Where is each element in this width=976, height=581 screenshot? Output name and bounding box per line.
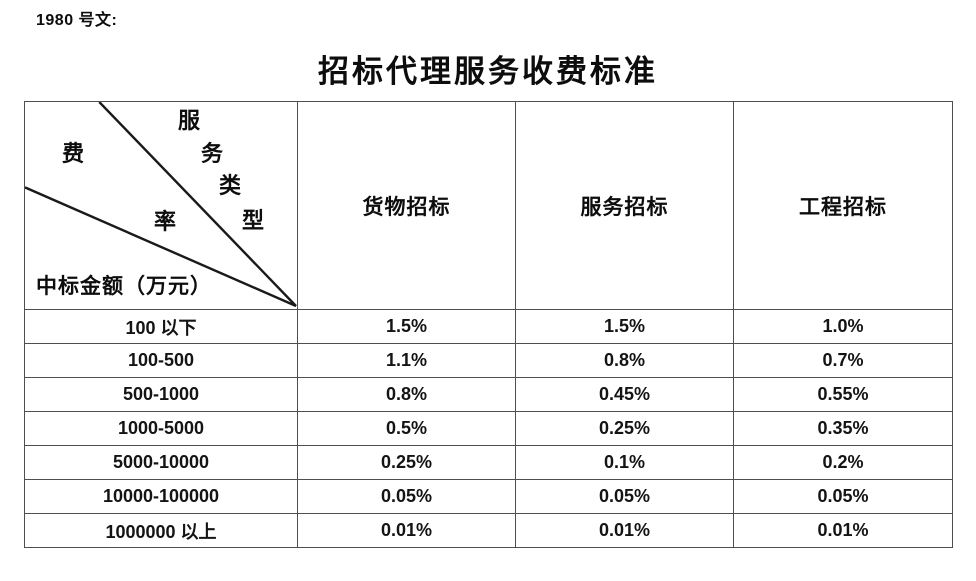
rate-cell: 0.01% [515,513,734,548]
corner-label-fee-char: 费 [62,141,85,166]
row-label-cell: 100 以下 [24,309,298,344]
table-row: 100 以下 1.5% 1.5% 1.0% [24,309,953,344]
row-label-cell: 100-500 [24,343,298,378]
table-row: 10000-100000 0.05% 0.05% 0.05% [24,479,953,514]
table-header-row: 服 务 类 型 费 率 中标金额（万元） 货物招标 服务招标 工程招标 [24,101,953,310]
document-ref-label: 1980 号文: [36,12,118,29]
table-row: 1000-5000 0.5% 0.25% 0.35% [24,411,953,446]
rate-cell: 1.5% [515,309,734,344]
fee-standard-table: 服 务 类 型 费 率 中标金额（万元） 货物招标 服务招标 工程招标 100 … [24,101,953,548]
column-header-goods-bidding: 货物招标 [297,101,516,310]
page-title: 招标代理服务收费标准 [318,54,658,89]
rate-cell: 0.45% [515,377,734,412]
table-row: 5000-10000 0.25% 0.1% 0.2% [24,445,953,480]
rate-cell: 0.05% [733,479,953,514]
rate-cell: 0.55% [733,377,953,412]
rate-cell: 0.25% [297,445,516,480]
row-label-cell: 5000-10000 [24,445,298,480]
rate-cell: 0.5% [297,411,516,446]
rate-cell: 0.8% [515,343,734,378]
rate-cell: 1.0% [733,309,953,344]
rate-cell: 1.5% [297,309,516,344]
row-label-cell: 10000-100000 [24,479,298,514]
corner-label-rate-char: 率 [154,209,177,234]
column-header-service-bidding: 服务招标 [515,101,734,310]
rate-cell: 0.7% [733,343,953,378]
diagonal-corner-cell: 服 务 类 型 费 率 中标金额（万元） [24,101,298,310]
corner-label-service-char-1: 服 [178,108,201,133]
rate-cell: 0.1% [515,445,734,480]
rate-cell: 0.35% [733,411,953,446]
rate-cell: 1.1% [297,343,516,378]
table-row: 500-1000 0.8% 0.45% 0.55% [24,377,953,412]
table-row: 100-500 1.1% 0.8% 0.7% [24,343,953,378]
corner-label-service-char-2: 务 [201,141,224,166]
rate-cell: 0.25% [515,411,734,446]
column-header-engineering-bidding: 工程招标 [733,101,953,310]
rate-cell: 0.8% [297,377,516,412]
rate-cell: 0.01% [297,513,516,548]
row-axis-label: 中标金额（万元） [36,274,212,298]
rate-cell: 0.01% [733,513,953,548]
rate-cell: 0.05% [297,479,516,514]
corner-label-service-char-3: 类 [219,173,242,198]
row-label-cell: 1000-5000 [24,411,298,446]
row-label-cell: 1000000 以上 [24,513,298,548]
corner-label-service-char-4: 型 [242,208,265,233]
diagonal-split-lines [25,102,297,308]
rate-cell: 0.2% [733,445,953,480]
row-label-cell: 500-1000 [24,377,298,412]
rate-cell: 0.05% [515,479,734,514]
table-row: 1000000 以上 0.01% 0.01% 0.01% [24,513,953,548]
